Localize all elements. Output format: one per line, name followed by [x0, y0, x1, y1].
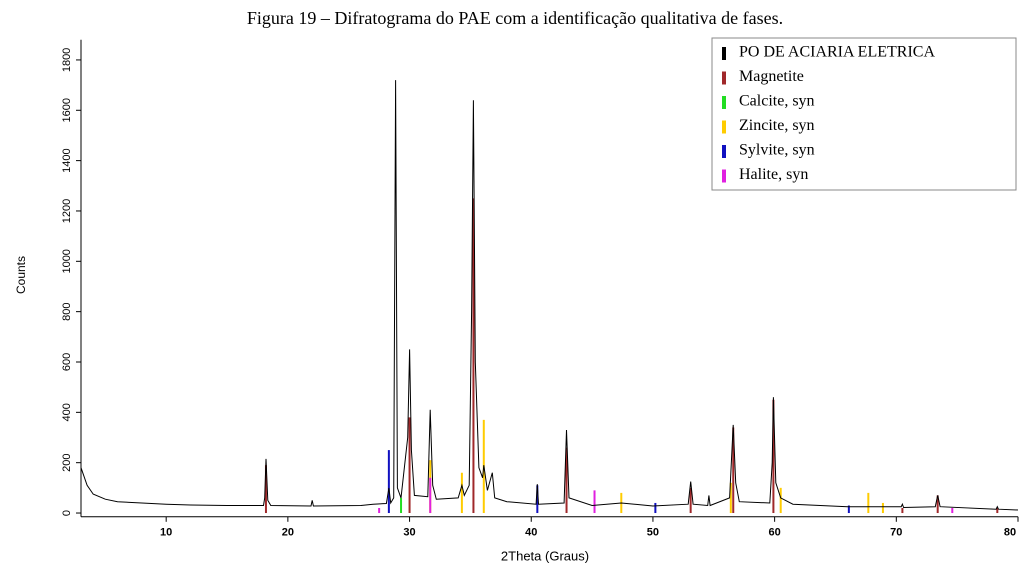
legend-label: Sylvite, syn	[739, 142, 815, 159]
y-tick-label: 1400	[61, 148, 73, 172]
y-tick-label: 1800	[61, 48, 73, 72]
legend-swatch	[722, 71, 726, 85]
x-tick-label: 10	[160, 527, 172, 539]
legend-label: Halite, syn	[739, 166, 808, 183]
legend-swatch	[722, 47, 726, 60]
x-tick-label: 50	[647, 527, 659, 539]
legend-swatch	[722, 169, 726, 183]
legend-box	[711, 37, 1017, 191]
x-axis-label: 2Theta (Graus)	[501, 548, 589, 563]
x-tick-label: 80	[1004, 527, 1016, 539]
y-tick-label: 1600	[61, 98, 73, 122]
x-tick-label: 60	[768, 527, 780, 539]
diffractogram-line	[80, 80, 1019, 511]
legend-swatch	[722, 120, 726, 134]
legend-swatch	[722, 96, 726, 109]
y-tick-label: 200	[61, 454, 73, 472]
x-tick-label: 40	[525, 527, 537, 539]
y-tick-label: 0	[61, 510, 73, 516]
legend-swatch	[722, 145, 726, 158]
chart-title: Figura 19 – Difratograma do PAE com a id…	[247, 8, 783, 28]
legend-label: Zincite, syn	[739, 117, 815, 134]
legend-label: Calcite, syn	[739, 93, 815, 110]
x-tick-label: 30	[403, 527, 415, 539]
y-tick-label: 1000	[61, 249, 73, 273]
x-tick-label: 20	[282, 527, 294, 539]
y-tick-label: 400	[61, 403, 73, 421]
legend-label: PO DE ACIARIA ELETRICA	[739, 44, 935, 61]
y-axis-label: Counts	[14, 256, 28, 294]
y-tick-label: 800	[61, 302, 73, 320]
x-tick-label: 70	[890, 527, 902, 539]
y-tick-label: 1200	[61, 199, 73, 223]
legend-label: Magnetite	[739, 68, 804, 85]
y-tick-label: 600	[61, 353, 73, 371]
